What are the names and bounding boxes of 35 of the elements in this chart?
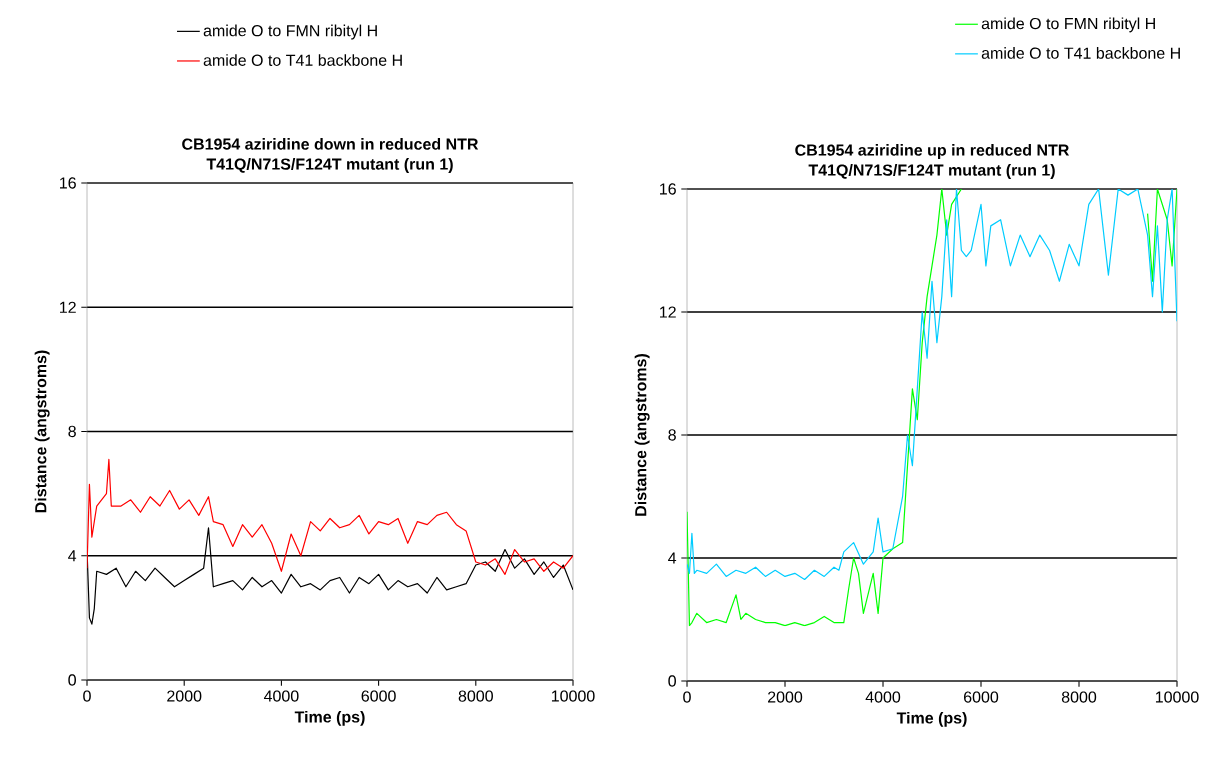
legend-label: amide O to T41 backbone H — [981, 47, 1180, 59]
line-series — [87, 458, 573, 575]
x-tick-label: 6000 — [964, 691, 999, 703]
y-tick-label: 4 — [68, 550, 77, 562]
x-tick-label: 6000 — [361, 690, 396, 702]
x-tick-label: 10000 — [551, 690, 595, 702]
y-tick-label: 16 — [60, 177, 76, 189]
y-tick-label: 4 — [668, 552, 677, 564]
chart-subtitle: T41Q/N71S/F124T mutant (run 1) — [808, 164, 1055, 179]
y-axis-title: Distance (angstroms) — [34, 350, 50, 513]
chart-title: CB1954 aziridine down in reduced NTR — [182, 138, 479, 150]
legend-label: amide O to FMN ribityl H — [981, 17, 1155, 33]
legend-label: amide O to FMN ribityl H — [203, 24, 377, 40]
x-tick-label: 4000 — [263, 690, 299, 702]
chart-subtitle: T41Q/N71S/F124T mutant (run 1) — [206, 158, 453, 173]
y-tick-label: 12 — [60, 301, 76, 313]
chart-title: CB1954 aziridine up in reduced NTR — [795, 144, 1070, 159]
x-axis-title: Time (ps) — [294, 710, 365, 726]
x-tick-label: 0 — [83, 690, 91, 702]
y-tick-label: 16 — [660, 183, 676, 195]
x-tick-label: 2000 — [167, 690, 202, 702]
x-tick-label: 8000 — [1061, 691, 1097, 703]
x-tick-label: 0 — [683, 691, 691, 703]
x-tick-label: 2000 — [768, 691, 803, 703]
x-tick-label: 10000 — [1155, 691, 1199, 703]
x-axis-title: Time (ps) — [896, 711, 967, 727]
y-tick-label: 8 — [668, 429, 676, 441]
y-tick-label: 0 — [68, 674, 76, 686]
x-tick-label: 8000 — [458, 690, 493, 702]
y-axis-title: Distance (angstroms) — [634, 354, 650, 516]
y-tick-label: 8 — [68, 425, 76, 438]
y-tick-label: 12 — [660, 306, 676, 318]
y-tick-label: 0 — [668, 675, 676, 687]
legend-label: amide O to T41 backbone H — [203, 54, 402, 66]
x-tick-label: 4000 — [865, 691, 901, 703]
